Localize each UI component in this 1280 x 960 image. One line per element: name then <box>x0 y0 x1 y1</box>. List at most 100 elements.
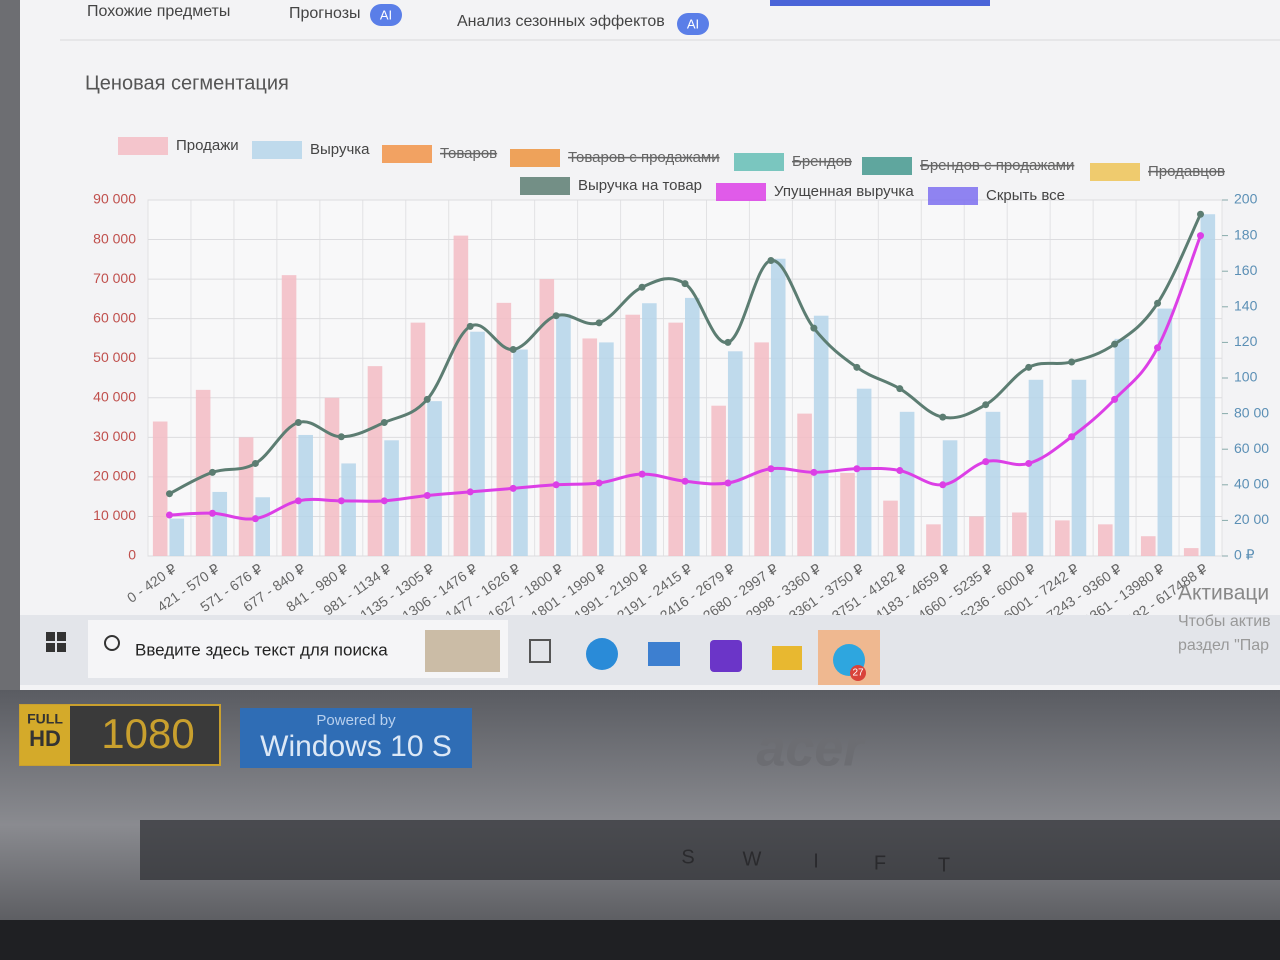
bar <box>685 297 700 556</box>
bar <box>642 303 657 556</box>
point <box>294 497 302 505</box>
point <box>1154 299 1162 307</box>
ai-badge <box>677 13 709 35</box>
search-placeholder[interactable]: Введите здесь текст для поиска <box>135 640 388 659</box>
point <box>1025 459 1033 467</box>
mail-icon[interactable] <box>648 642 680 666</box>
tab[interactable]: Анализ сезонных эффектов <box>457 13 665 30</box>
point <box>1111 340 1119 348</box>
bar <box>1028 379 1044 556</box>
slider[interactable] <box>770 0 990 6</box>
legend-item[interactable]: Упущенная выручка <box>716 183 914 201</box>
legend-item[interactable]: Товаров <box>382 145 497 163</box>
hd-sticker-left <box>20 705 70 765</box>
y2-tick-label: 160 <box>1234 262 1258 278</box>
legend-label: Продажи <box>176 137 239 154</box>
start-icon <box>46 632 55 641</box>
model-letter: W <box>743 848 762 870</box>
legend-item[interactable]: Товаров с продажами <box>510 149 720 167</box>
bar <box>298 434 313 556</box>
y2-tick-label: 80 00 <box>1234 404 1269 420</box>
point <box>380 419 388 426</box>
bar <box>942 440 958 556</box>
bar <box>281 275 297 556</box>
bar <box>840 472 855 556</box>
bar <box>513 349 528 556</box>
legend-swatch <box>734 153 784 171</box>
legend-label: Скрыть все <box>986 187 1065 204</box>
bar <box>427 401 442 556</box>
legend-item[interactable]: Брендов <box>734 153 852 171</box>
point <box>595 479 603 487</box>
y-tick-label: 60 000 <box>93 309 136 325</box>
point <box>423 395 431 403</box>
bar <box>582 338 598 556</box>
start-icon <box>46 643 55 652</box>
point <box>294 419 302 426</box>
legend-swatch <box>716 183 766 201</box>
activation-text: раздел "Пар <box>1178 637 1269 654</box>
tab[interactable]: Прогнозы <box>289 5 361 22</box>
ai-badge <box>370 4 402 26</box>
legend-swatch <box>252 141 302 159</box>
legend-item[interactable]: Выручка на товар <box>520 177 702 195</box>
telegram-badge-text: 27 <box>852 668 864 679</box>
brand: acer <box>757 720 867 778</box>
search-icon <box>104 635 120 651</box>
point <box>1197 232 1205 240</box>
point <box>509 484 517 492</box>
point <box>165 490 173 498</box>
point <box>595 319 603 327</box>
word-app-icon[interactable] <box>710 640 742 672</box>
point <box>552 312 560 320</box>
activation-title: Активаци <box>1178 582 1269 605</box>
legend-item[interactable]: Продавцов <box>1090 163 1225 181</box>
edge-icon[interactable] <box>586 638 618 670</box>
point <box>853 465 861 473</box>
point <box>466 488 474 496</box>
resolution: 1080 <box>101 710 194 757</box>
point <box>638 283 646 291</box>
bar <box>883 500 898 556</box>
point <box>1068 358 1076 366</box>
legend-item[interactable]: Скрыть все <box>928 187 1065 205</box>
point <box>208 468 216 476</box>
y-tick-label: 20 000 <box>93 468 136 484</box>
bar <box>1055 520 1070 556</box>
legend-item[interactable]: Продажи <box>118 137 239 155</box>
task-view-icon[interactable] <box>529 639 551 663</box>
point <box>165 511 173 519</box>
bar <box>410 322 426 556</box>
bar <box>727 351 743 556</box>
point <box>982 401 990 409</box>
y-tick-label: 70 000 <box>93 270 136 286</box>
legend-item[interactable]: Выручка <box>252 141 370 159</box>
bar <box>668 322 683 556</box>
bar <box>625 314 641 556</box>
point <box>509 346 517 354</box>
powered-by: Powered by <box>316 712 396 729</box>
start-button[interactable] <box>46 632 66 652</box>
legend-item[interactable]: Брендов с продажами <box>862 157 1074 175</box>
y-tick-label: 0 <box>128 547 136 563</box>
hd-top: FULL <box>27 711 63 727</box>
tab[interactable]: Похожие предметы <box>87 3 230 20</box>
point <box>1025 363 1033 371</box>
bar <box>985 411 1001 556</box>
point <box>638 470 646 478</box>
point <box>423 491 431 499</box>
bar <box>470 331 485 556</box>
model-letter: F <box>874 852 886 874</box>
legend-swatch <box>118 137 168 155</box>
point <box>681 477 689 485</box>
bar <box>1140 536 1156 556</box>
bar <box>813 315 829 556</box>
bar <box>770 258 786 556</box>
explorer-icon[interactable] <box>772 646 802 670</box>
search-illustration <box>425 630 500 672</box>
legend-label: Продавцов <box>1148 163 1225 180</box>
point <box>810 324 818 332</box>
bar <box>169 518 185 556</box>
